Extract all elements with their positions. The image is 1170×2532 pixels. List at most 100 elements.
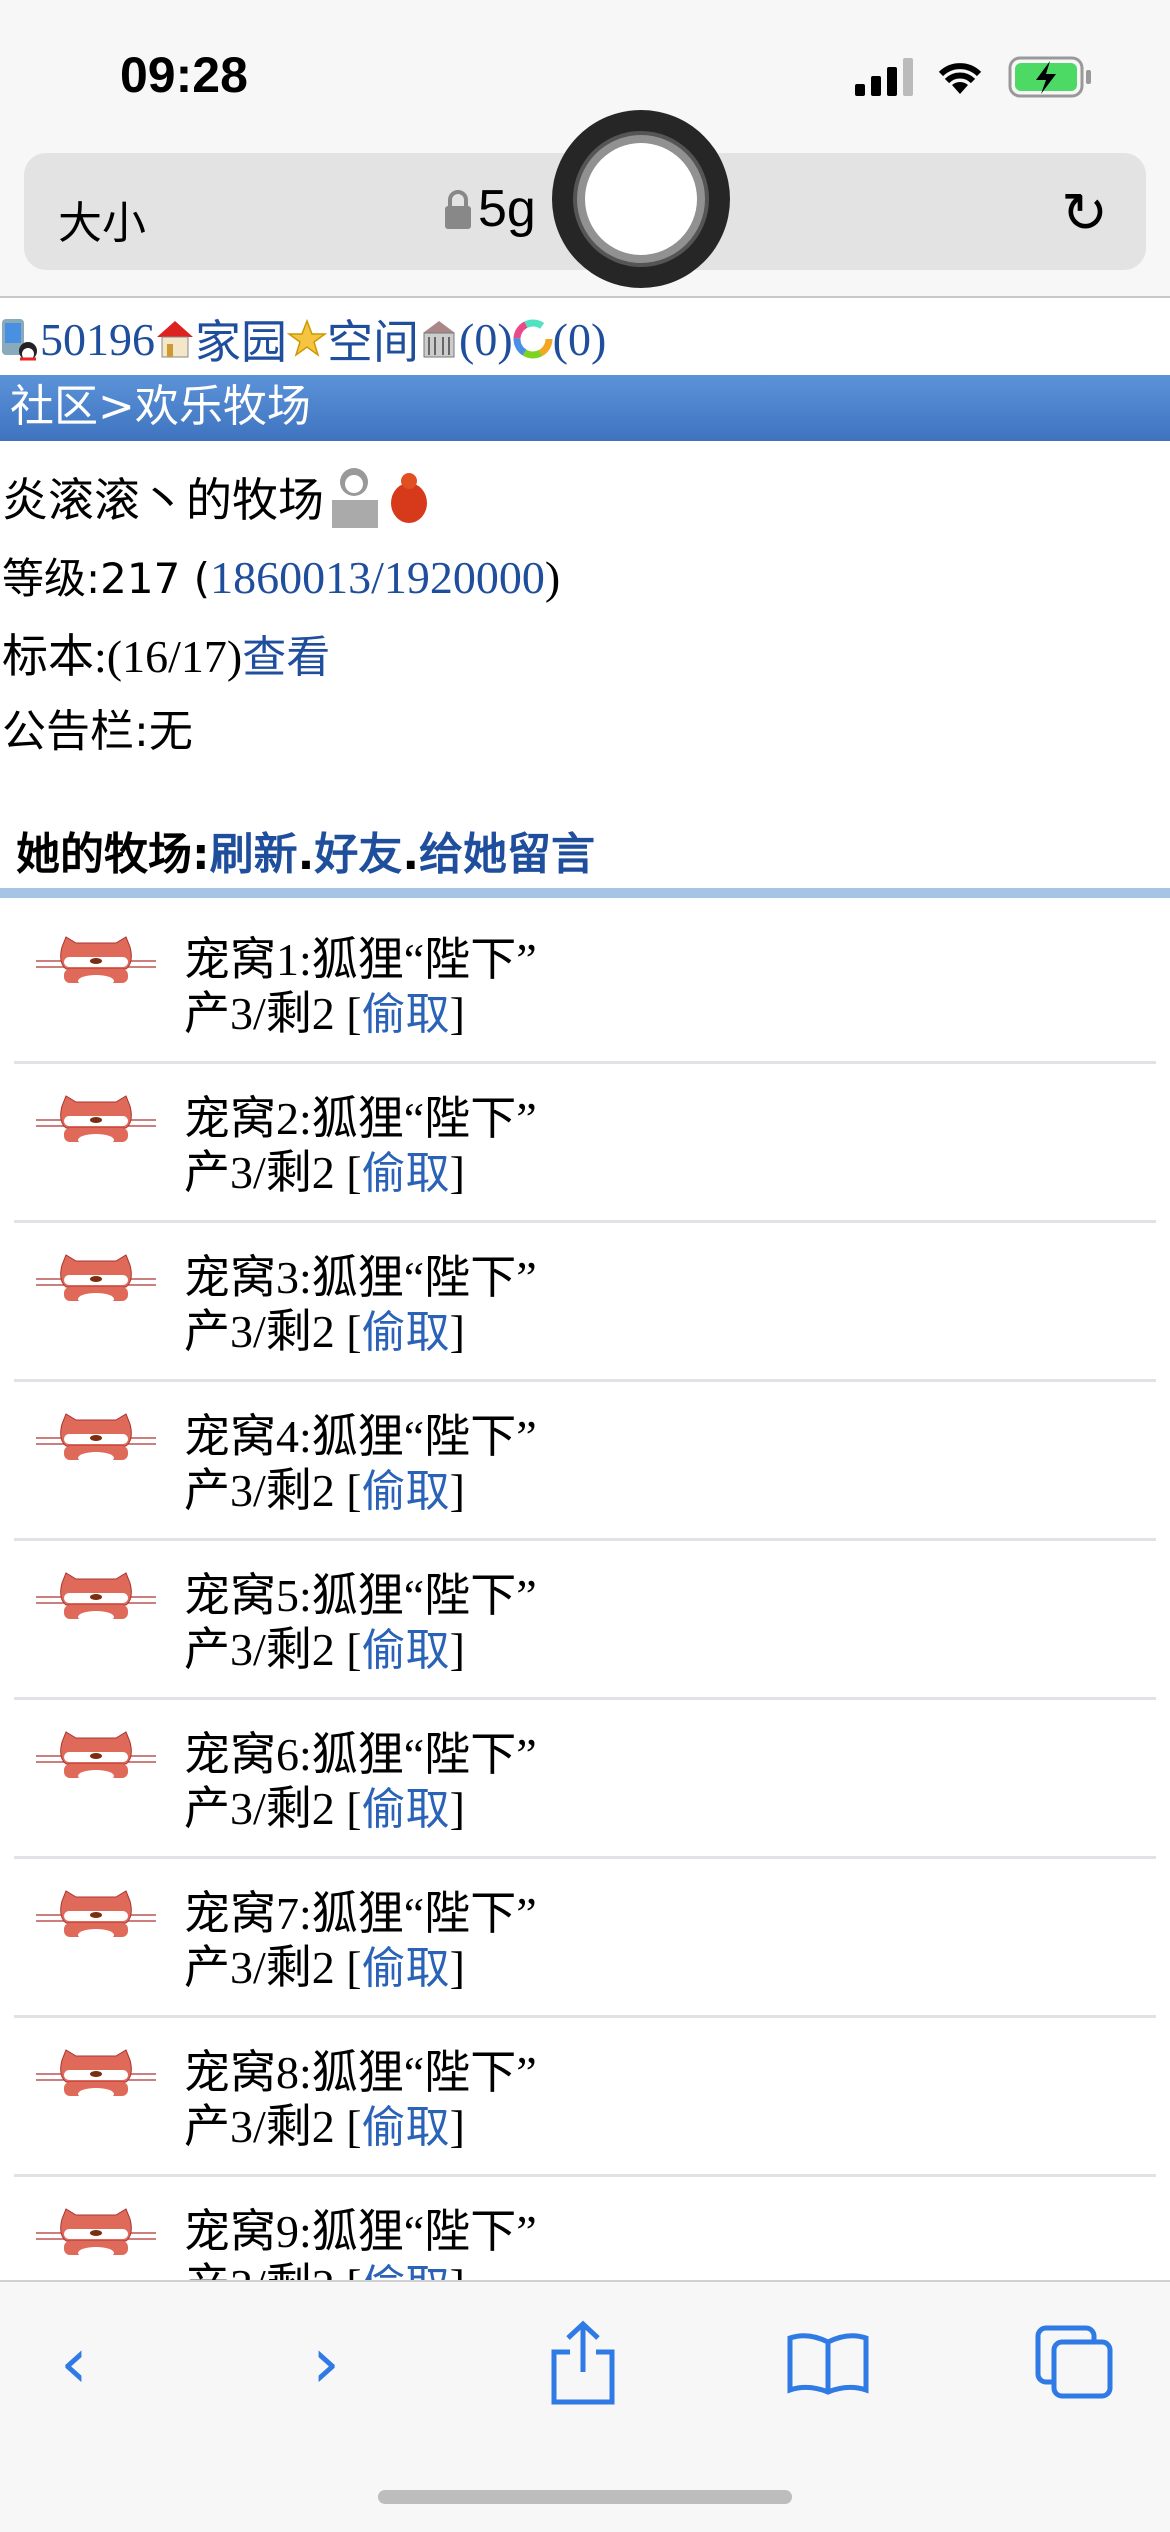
bracket: ] (449, 1147, 465, 1198)
pen-stats: 产3/剩2 [偷取] (184, 1772, 465, 1838)
wifi-icon (938, 63, 982, 94)
pen-row: 宠窝5:狐狸“陛下” 产3/剩2 [偷取] (14, 1541, 1156, 1700)
pen-row: 宠窝2:狐狸“陛下” 产3/剩2 [偷取] (14, 1064, 1156, 1223)
notice-board: 公告栏:无 (2, 706, 193, 757)
her-farm-header: 她的牧场:刷新.好友.给她留言 (16, 818, 595, 882)
pen-name: 宠窝8:狐狸“陛下” (184, 2047, 537, 2098)
bracket: ] (449, 2101, 465, 2152)
house-icon (157, 321, 193, 358)
pen-output: 产3/剩2 [ (184, 988, 362, 1039)
lock-icon (445, 190, 471, 229)
steal-link[interactable]: 偷取 (361, 989, 450, 1040)
steal-link[interactable]: 偷取 (361, 2102, 450, 2153)
building-icon (423, 321, 455, 358)
pen-name: 宠窝1:狐狸“陛下” (184, 934, 537, 985)
pen-row: 宠窝1:狐狸“陛下” 产3/剩2 [偷取] (14, 905, 1156, 1064)
bracket: ] (449, 1624, 465, 1675)
pen-stats: 产3/剩2 [偷取] (184, 2090, 465, 2156)
pen-stats: 产3/剩2 [偷取] (184, 1136, 465, 1202)
view-specimen-link[interactable]: 查看 (242, 632, 331, 683)
url-text-start: 5g (478, 180, 536, 238)
forward-icon[interactable]: › (312, 2322, 340, 2404)
pen-stats: 产3/剩2 [偷取] (184, 1613, 465, 1679)
pen-name: 宠窝2:狐狸“陛下” (184, 1093, 537, 1144)
pen-name: 宠窝4:狐狸“陛下” (184, 1411, 537, 1462)
fox-icon (36, 935, 156, 990)
specimen-label: 标本:(16/17) (2, 631, 243, 682)
farm-owner-title: 炎滚滚丶的牧场 (2, 462, 434, 532)
leave-message-link[interactable]: 给她留言 (419, 829, 596, 880)
avatar-badge-icon (332, 468, 378, 528)
top-nav-links: 50196 家园 空间 (0) (0) (0, 306, 606, 372)
fox-icon (36, 2207, 156, 2262)
pen-output: 产3/剩2 [ (184, 2101, 362, 2152)
pen-name: 宠窝6:狐狸“陛下” (184, 1729, 537, 1780)
refresh-link[interactable]: 刷新 (209, 829, 298, 880)
space-link[interactable]: 空间 (327, 317, 419, 368)
pen-row: 宠窝8:狐狸“陛下” 产3/剩2 [偷取] (14, 2018, 1156, 2177)
bracket: ] (449, 1942, 465, 1993)
level-label: 等级:217 ( (2, 554, 211, 603)
specimen-line: 标本:(16/17)查看 (2, 620, 330, 686)
pen-name: 宠窝7:狐狸“陛下” (184, 1888, 537, 1939)
bookmarks-icon[interactable] (786, 2332, 870, 2396)
friends-link[interactable]: 好友 (314, 829, 403, 880)
level-line: 等级:217 (1860013/1920000) (2, 545, 560, 606)
pen-output: 产3/剩2 [ (184, 1465, 362, 1516)
pen-row: 宠窝7:狐狸“陛下” 产3/剩2 [偷取] (14, 1859, 1156, 2018)
user-id-link[interactable]: 50196 (40, 313, 155, 365)
count-link-1[interactable]: (0) (459, 313, 513, 365)
browser-toolbar: ‹ › (0, 2280, 1170, 2532)
fox-icon (36, 1094, 156, 1149)
divider (0, 888, 1170, 898)
pen-output: 产3/剩2 [ (184, 1783, 362, 1834)
status-bar: 09:28 (0, 0, 1170, 150)
pen-output: 产3/剩2 [ (184, 1624, 362, 1675)
back-icon[interactable]: ‹ (60, 2322, 88, 2404)
count-link-2[interactable]: (0) (552, 313, 607, 365)
reload-icon[interactable]: ↻ (1061, 181, 1108, 246)
steal-link[interactable]: 偷取 (361, 1625, 450, 1676)
battery-charging-icon (1008, 56, 1091, 98)
fox-icon (36, 1571, 156, 1626)
owner-name: 炎滚滚丶的牧场 (2, 473, 324, 527)
fox-icon (36, 2048, 156, 2103)
bracket: ] (449, 988, 465, 1039)
bracket: ] (449, 1465, 465, 1516)
text-size-button[interactable]: 大小 (58, 198, 146, 249)
steal-link[interactable]: 偷取 (361, 1148, 450, 1199)
red-penguin-icon (391, 473, 427, 523)
pen-output: 产3/剩2 [ (184, 1306, 362, 1357)
pen-stats: 产3/剩2 [偷取] (184, 1295, 465, 1361)
fox-icon (36, 1889, 156, 1944)
bracket: ] (449, 1306, 465, 1357)
fox-icon (36, 1253, 156, 1308)
fox-icon (36, 1412, 156, 1467)
home-link[interactable]: 家园 (195, 317, 287, 368)
bracket: ] (449, 1783, 465, 1834)
signal-icon (855, 58, 913, 96)
pen-name: 宠窝3:狐狸“陛下” (184, 1252, 537, 1303)
steal-link[interactable]: 偷取 (361, 1943, 450, 1994)
steal-link[interactable]: 偷取 (361, 1307, 450, 1358)
pen-stats: 产3/剩2 [偷取] (184, 1931, 465, 1997)
pen-output: 产3/剩2 [ (184, 1147, 362, 1198)
qq-phone-icon (2, 319, 37, 361)
separator: . (402, 829, 420, 880)
steal-link[interactable]: 偷取 (361, 1466, 450, 1517)
clock: 09:28 (120, 47, 248, 103)
pen-name: 宠窝5:狐狸“陛下” (184, 1570, 537, 1621)
experience-value: 1860013/1920000 (210, 552, 545, 603)
fox-icon (36, 1730, 156, 1785)
breadcrumb: 社区>欢乐牧场 (0, 375, 1170, 441)
pen-output: 产3/剩2 [ (184, 1942, 362, 1993)
pen-row: 宠窝6:狐狸“陛下” 产3/剩2 [偷取] (14, 1700, 1156, 1859)
assistive-touch-button[interactable] (552, 110, 730, 288)
share-icon[interactable] (548, 2320, 618, 2406)
pen-stats: 产3/剩2 [偷取] (184, 977, 465, 1043)
pen-row: 宠窝4:狐狸“陛下” 产3/剩2 [偷取] (14, 1382, 1156, 1541)
pen-stats: 产3/剩2 [偷取] (184, 1454, 465, 1520)
steal-link[interactable]: 偷取 (361, 1784, 450, 1835)
tabs-icon[interactable] (1034, 2324, 1114, 2400)
home-indicator[interactable] (378, 2490, 792, 2504)
